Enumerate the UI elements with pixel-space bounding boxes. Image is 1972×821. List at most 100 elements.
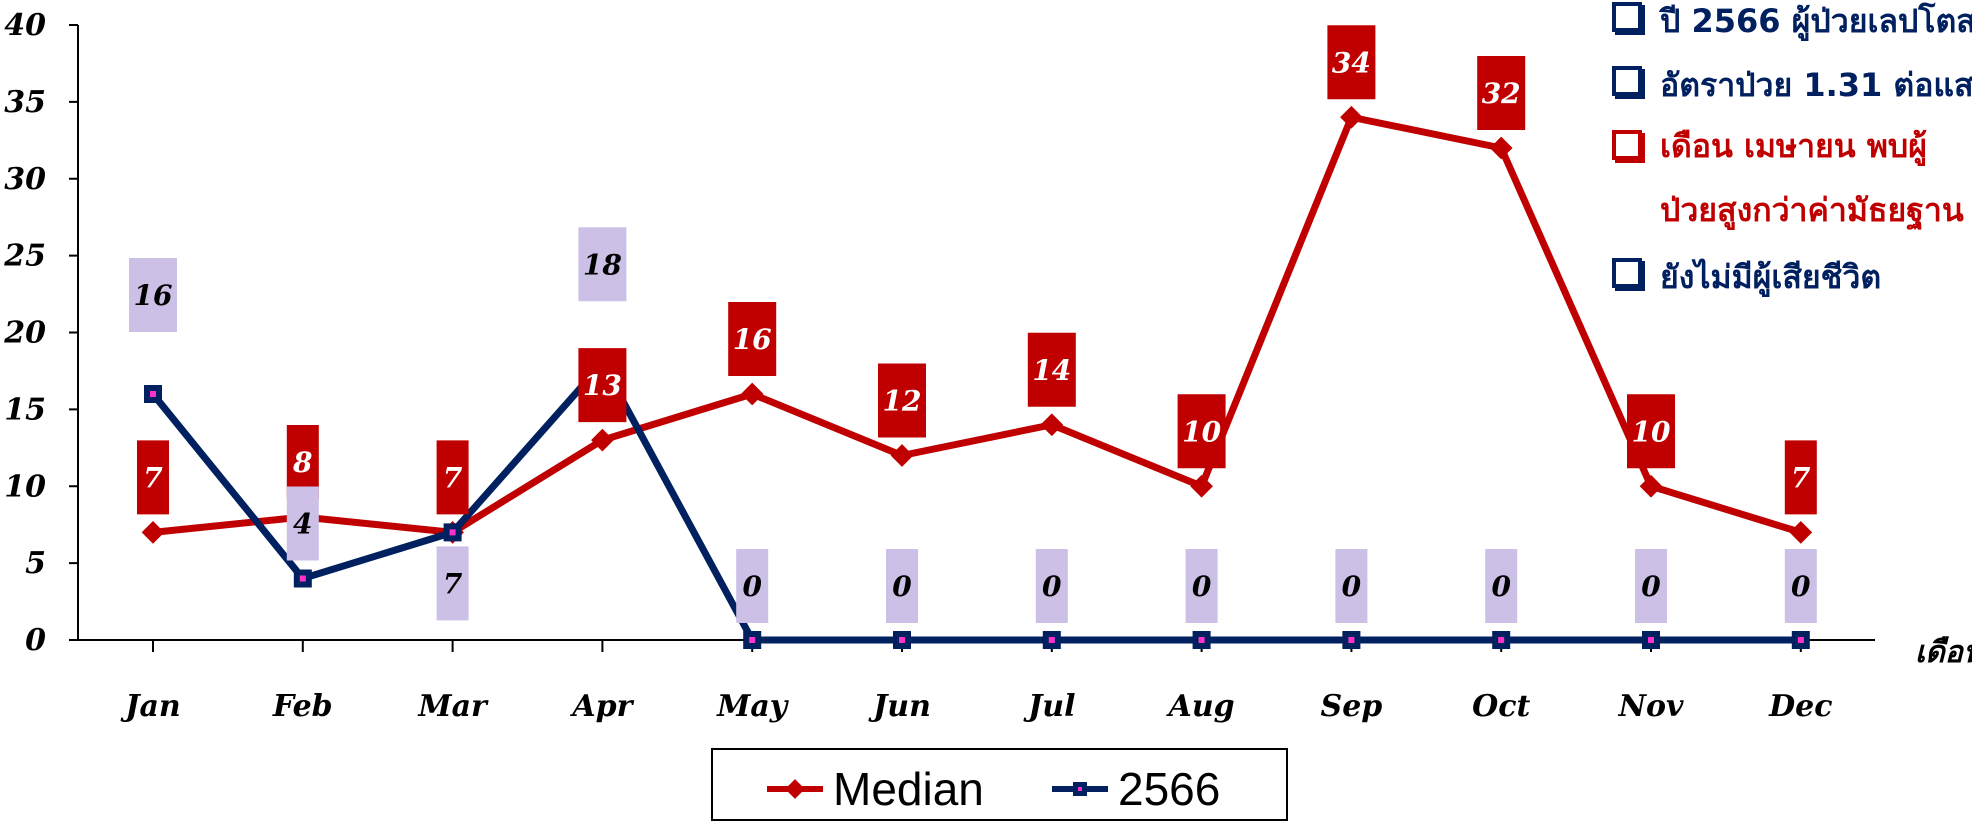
series-2566-data-label-bg	[736, 549, 769, 623]
checkbox-icon	[1612, 258, 1642, 288]
x-tick-label: Nov	[1618, 689, 1684, 724]
series-2566-point-center	[1648, 637, 1654, 643]
y-tick-label: 20	[3, 316, 46, 351]
series-2566-point-center	[1498, 637, 1505, 643]
y-tick-label: 30	[4, 162, 46, 197]
series-2566-point-center	[1048, 637, 1055, 643]
median-point	[890, 444, 914, 467]
series-line-2566	[150, 359, 1801, 644]
series-2566-data-label-bg	[1185, 549, 1218, 623]
legend-item-2566: 2566	[1050, 762, 1220, 816]
series-2566-data-label: 18	[583, 248, 622, 281]
series-2566-data-label: 0	[1491, 570, 1511, 603]
median-data-label: 16	[733, 323, 772, 356]
note-text: อัตราป่วย 1.31 ต่อแสนประชากร	[1660, 66, 1972, 104]
checkbox-icon	[1612, 130, 1642, 160]
median-data-label: 14	[1032, 354, 1071, 387]
series-2566-data-label: 4	[293, 508, 312, 541]
y-tick-label: 25	[3, 239, 46, 274]
note-item: เดือน เมษายน พบผู้ป่วยสูงกว่าค่ามัธยฐาน	[1608, 114, 1972, 242]
checkbox-icon	[1612, 66, 1642, 96]
note-text: ปี 2566 ผู้ป่วยเลปโตสไปโรซิส	[1660, 2, 1972, 40]
median-point	[1040, 413, 1064, 437]
median-data-label: 7	[143, 461, 163, 494]
series-2566-data-label: 0	[892, 570, 912, 603]
note-item: ปี 2566 ผู้ป่วยเลปโตสไปโรซิส	[1608, 0, 1972, 50]
series-2566-data-label: 0	[742, 570, 762, 603]
series-2566-data-label: 7	[443, 567, 463, 600]
y-tick-label: 0	[25, 623, 46, 658]
series-2566-point-center	[899, 637, 905, 643]
series-2566-data-label: 0	[1192, 570, 1212, 603]
legend-label: Median	[833, 763, 984, 815]
median-data-label: 8	[292, 446, 312, 479]
x-tick-label: Dec	[1768, 689, 1832, 724]
series-2566-data-label-bg	[1784, 549, 1817, 623]
data-labels: 7 8 7 13 16 12 14 10 34 32 10 7 16 4 7 18 0 0 0 0 0 0 0 0	[129, 25, 1817, 623]
series-2566-data-label-bg	[1635, 549, 1667, 623]
x-tick-label: Oct	[1472, 689, 1530, 724]
median-data-label-bg	[878, 363, 926, 438]
x-tick-label: Jun	[868, 689, 931, 724]
series-2566-data-label: 0	[1791, 570, 1811, 603]
series-lines	[141, 105, 1813, 649]
notes-panel: ปี 2566 ผู้ป่วยเลปโตสไปโรซิส อัตราป่วย 1…	[1608, 0, 1972, 306]
x-tick-label: Jan	[120, 689, 180, 724]
median-data-label-bg	[1784, 440, 1817, 515]
x-tick-label: Sep	[1321, 689, 1383, 724]
median-data-label-bg	[1177, 394, 1226, 469]
x-tick-label: Aug	[1166, 689, 1235, 724]
series-2566-point-center	[1198, 637, 1205, 643]
series-2566-point-center	[749, 637, 756, 643]
series-2566-data-label-bg	[286, 486, 319, 561]
series-2566-point-center	[1797, 637, 1804, 643]
checkbox-icon	[1612, 2, 1642, 32]
median-data-label: 10	[1182, 415, 1221, 448]
legend-item-median: Median	[765, 762, 984, 816]
chart-axes	[77, 25, 1875, 641]
note-item: อัตราป่วย 1.31 ต่อแสนประชากร	[1608, 50, 1972, 114]
y-tick-label: 5	[25, 546, 46, 581]
series-2566-point-center	[299, 575, 306, 582]
median-data-label: 7	[443, 461, 463, 494]
series-2566-data-label-bg	[1485, 549, 1518, 623]
median-data-label-bg	[1027, 332, 1076, 407]
x-tick-label: Mar	[417, 689, 489, 724]
y-tick-label: 15	[4, 392, 46, 427]
median-point	[591, 428, 614, 452]
x-axis-ticks: Jan Feb Mar Apr May Jun Jul Aug Sep Oct Nov Dec	[120, 640, 1832, 724]
median-data-label-bg	[728, 302, 777, 376]
median-data-label-bg	[137, 440, 169, 515]
series-line-median	[152, 113, 1802, 536]
median-data-label: 10	[1632, 415, 1671, 448]
series-2566-data-label: 16	[134, 279, 173, 312]
median-point	[1789, 521, 1813, 544]
median-data-label-bg	[578, 348, 627, 423]
median-data-label-bg	[1477, 56, 1526, 130]
legend-label: 2566	[1118, 763, 1221, 815]
note-item: ยังไม่มีผู้เสียชีวิต	[1608, 242, 1972, 306]
y-tick-label: 10	[4, 469, 46, 504]
median-point	[1489, 136, 1513, 160]
series-2566-point-center	[150, 391, 156, 397]
median-point	[1639, 474, 1663, 498]
median-point	[141, 521, 165, 544]
diamond-line-icon	[767, 779, 823, 799]
median-point	[1340, 105, 1363, 129]
median-data-label: 13	[583, 369, 622, 402]
series-2566-data-label: 0	[1042, 570, 1062, 603]
series-2566-point-center	[449, 529, 456, 536]
median-data-label-bg	[1327, 25, 1376, 100]
series-2566-data-label-bg	[1035, 549, 1068, 623]
median-point	[740, 382, 764, 406]
y-tick-label: 40	[4, 8, 46, 43]
x-tick-label: May	[716, 689, 790, 724]
x-tick-label: Feb	[272, 689, 333, 724]
series-2566-data-label: 0	[1342, 570, 1362, 603]
median-data-label: 34	[1332, 46, 1371, 79]
median-data-label-bg	[1627, 394, 1675, 469]
series-2566-data-label-bg	[578, 227, 627, 302]
x-axis-label: เดือน	[1915, 635, 1972, 670]
median-data-label: 32	[1482, 77, 1521, 110]
